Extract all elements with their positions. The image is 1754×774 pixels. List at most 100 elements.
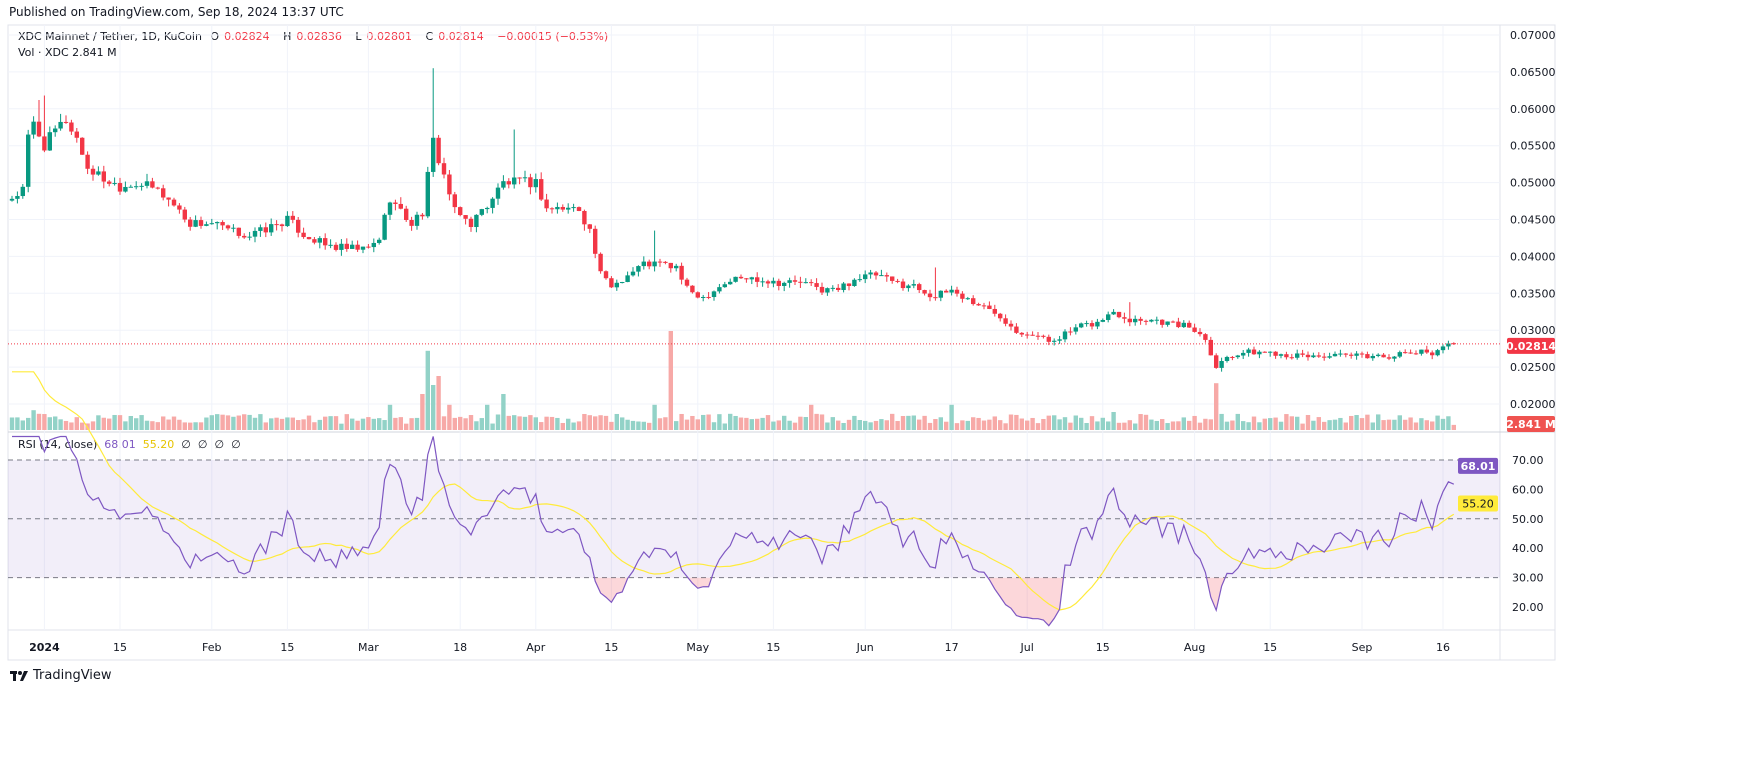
candle-body bbox=[771, 280, 776, 284]
candle bbox=[452, 191, 457, 214]
volume-bar bbox=[582, 413, 587, 430]
volume-bar bbox=[393, 417, 398, 430]
candle bbox=[26, 129, 31, 193]
candle-body bbox=[128, 186, 133, 188]
volume-bar bbox=[161, 416, 166, 430]
candle bbox=[1046, 334, 1051, 346]
candle bbox=[738, 274, 744, 280]
candle bbox=[582, 209, 587, 231]
symbol-title[interactable]: XDC Mainnet / Tether, 1D, KuCoin bbox=[18, 30, 202, 43]
volume-bar bbox=[668, 331, 673, 430]
candle bbox=[933, 267, 938, 301]
candle-body bbox=[344, 243, 349, 249]
candle bbox=[555, 202, 560, 214]
candle bbox=[53, 125, 58, 137]
candle bbox=[1138, 316, 1143, 325]
volume-label[interactable]: Vol · XDC bbox=[18, 46, 69, 59]
volume-bar bbox=[458, 416, 463, 430]
candle bbox=[63, 115, 69, 124]
volume-bar bbox=[85, 423, 90, 430]
volume-bar bbox=[1365, 414, 1370, 430]
candle-body bbox=[528, 177, 533, 188]
candle bbox=[193, 215, 198, 228]
volume-bar bbox=[782, 415, 787, 430]
time-tick-label: 15 bbox=[113, 641, 127, 654]
candle bbox=[1278, 353, 1284, 359]
candle-body bbox=[933, 297, 938, 299]
candle-body bbox=[1446, 343, 1451, 347]
candle-body bbox=[409, 219, 414, 226]
candle-body bbox=[711, 291, 717, 298]
candle bbox=[501, 175, 506, 190]
candle bbox=[420, 213, 425, 220]
candle-body bbox=[744, 278, 749, 280]
candle-body bbox=[1089, 323, 1095, 327]
volume-bar bbox=[911, 415, 916, 430]
volume-bar bbox=[555, 417, 560, 430]
volume-bar bbox=[474, 421, 479, 430]
candle-body bbox=[339, 243, 344, 250]
candle-body bbox=[431, 137, 436, 172]
candle bbox=[674, 263, 679, 272]
candle bbox=[976, 302, 981, 306]
candle-body bbox=[798, 281, 803, 283]
volume-bar bbox=[836, 420, 841, 430]
candle-body bbox=[906, 285, 911, 289]
candle bbox=[1446, 340, 1451, 350]
candle bbox=[188, 216, 193, 231]
candle-body bbox=[47, 132, 52, 151]
candle bbox=[269, 218, 274, 236]
rsi-label[interactable]: RSI (14, close) bbox=[18, 438, 98, 451]
volume-bar bbox=[1176, 421, 1181, 430]
candle bbox=[387, 201, 393, 220]
candle-body bbox=[1057, 339, 1062, 341]
volume-bar bbox=[663, 417, 668, 430]
price-change: −0.00015 (−0.53%) bbox=[497, 30, 609, 43]
candle bbox=[58, 113, 63, 131]
volume-bar bbox=[1219, 413, 1224, 430]
candle bbox=[1008, 320, 1014, 331]
time-tick-label: Aug bbox=[1184, 641, 1205, 654]
candle-body bbox=[1305, 354, 1311, 358]
volume-bar bbox=[26, 417, 31, 430]
candle bbox=[463, 215, 468, 225]
candle bbox=[220, 220, 225, 231]
volume-bar bbox=[949, 404, 954, 430]
candle bbox=[571, 203, 576, 212]
candle bbox=[544, 193, 549, 212]
candle bbox=[954, 286, 960, 297]
candle-body bbox=[36, 121, 42, 137]
volume-bar bbox=[879, 419, 884, 430]
volume-bar bbox=[890, 413, 895, 430]
candle bbox=[74, 127, 79, 143]
candle-body bbox=[1143, 320, 1149, 322]
candle bbox=[339, 239, 344, 256]
candle bbox=[96, 166, 101, 176]
candle-body bbox=[1278, 354, 1284, 356]
volume-bar bbox=[922, 415, 927, 430]
volume-bar bbox=[414, 417, 420, 430]
candle bbox=[609, 276, 614, 288]
candle-body bbox=[155, 187, 160, 189]
volume-bar bbox=[587, 415, 592, 430]
time-tick-label: 15 bbox=[1096, 641, 1110, 654]
candle-body bbox=[949, 289, 954, 293]
candle-body bbox=[279, 224, 285, 227]
candle-body bbox=[1289, 357, 1294, 359]
candle bbox=[290, 211, 295, 224]
candle bbox=[42, 95, 47, 153]
volume-bar bbox=[171, 416, 177, 430]
candle-body bbox=[809, 282, 814, 284]
candle-body bbox=[1154, 319, 1159, 321]
candle bbox=[1068, 327, 1073, 336]
time-tick-label: Apr bbox=[526, 641, 546, 654]
volume-bar bbox=[31, 410, 36, 430]
candle bbox=[749, 276, 754, 285]
volume-bar bbox=[733, 415, 738, 430]
candle bbox=[1003, 314, 1008, 327]
volume-bar bbox=[927, 422, 933, 430]
candle bbox=[522, 170, 528, 183]
candle-body bbox=[139, 185, 144, 187]
time-tick-label: Feb bbox=[202, 641, 221, 654]
